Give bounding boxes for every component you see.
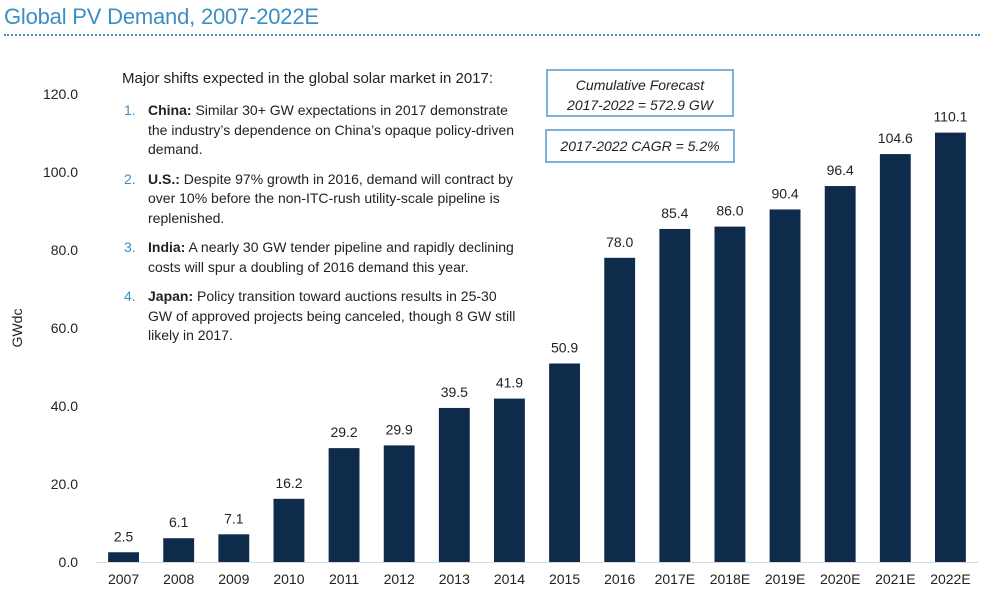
bars xyxy=(108,132,966,563)
cumulative-forecast-callout: Cumulative Forecast 2017-2022 = 572.9 GW xyxy=(546,69,734,117)
note-number: 2. xyxy=(124,170,136,187)
cagr-callout: 2017-2022 CAGR = 5.2% xyxy=(545,129,735,163)
title-divider xyxy=(4,34,980,36)
cumulative-forecast-line1: Cumulative Forecast xyxy=(575,77,705,93)
bar-2012 xyxy=(383,445,415,562)
bar-2010 xyxy=(273,498,305,562)
x-tick-label-2011: 2011 xyxy=(329,571,359,587)
bar-2018E xyxy=(714,226,746,562)
bar-2016 xyxy=(604,257,636,562)
bar-2011 xyxy=(328,448,360,562)
x-tick-label-2022E: 2022E xyxy=(930,571,970,587)
value-label-2014: 41.9 xyxy=(496,375,523,391)
note-item-us: 2. U.S.: Despite 97% growth in 2016, dema… xyxy=(122,170,522,229)
value-label-2021E: 104.6 xyxy=(878,130,913,146)
note-item-china: 1. China: Similar 30+ GW expectations in … xyxy=(122,101,522,160)
bar-2007 xyxy=(108,552,139,562)
value-label-2020E: 96.4 xyxy=(827,162,854,178)
bar-2022E xyxy=(935,132,966,563)
bar-2013 xyxy=(438,407,470,562)
note-number: 1. xyxy=(124,102,136,118)
cumulative-forecast-line2: 2017-2022 = 572.9 GW xyxy=(567,97,713,113)
x-tick-label-2015: 2015 xyxy=(549,571,580,587)
value-label-2011: 29.2 xyxy=(330,424,357,440)
x-tick-label-2017E: 2017E xyxy=(655,571,695,587)
x-tick-label-2016: 2016 xyxy=(604,571,635,587)
x-tick-label-2018E: 2018E xyxy=(710,571,750,587)
x-tick-label-2021E: 2021E xyxy=(875,571,915,587)
bar-2017E xyxy=(659,228,691,562)
value-label-2022E: 110.1 xyxy=(933,109,967,125)
note-item-japan: 4. Japan: Policy transition toward auctio… xyxy=(122,287,522,346)
note-text: Similar 30+ GW expectations in 2017 demo… xyxy=(148,102,515,157)
value-label-2009: 7.1 xyxy=(224,510,244,526)
bar-2008 xyxy=(163,538,195,562)
x-tick-label-2007: 2007 xyxy=(108,571,139,587)
y-axis-title-group: GWdc xyxy=(9,309,25,348)
notes-heading: Major shifts expected in the global sola… xyxy=(122,70,494,87)
note-text: A nearly 30 GW tender pipeline and rapid… xyxy=(148,239,514,275)
y-axis-ticks: 0.0 20.0 40.0 60.0 80.0 100.0 120.0 xyxy=(43,86,78,570)
page-title: Global PV Demand, 2007-2022E xyxy=(4,4,319,29)
y-tick-label: 60.0 xyxy=(51,320,78,336)
x-axis-ticks: 2007 2008 2009 2010 2011 2012 2013 2014 2015 2016… xyxy=(108,571,971,587)
x-tick-label-2014: 2014 xyxy=(494,571,525,587)
bar-2019E xyxy=(769,209,801,562)
bar-2020E xyxy=(824,186,856,563)
value-label-2018E: 86.0 xyxy=(716,203,743,219)
note-text: Despite 97% growth in 2016, demand will … xyxy=(148,170,513,226)
value-label-2010: 16.2 xyxy=(275,475,302,491)
value-labels: 2.5 6.1 7.1 16.2 29.2 29.9 39.5 41.9 50.9 78.0 85.… xyxy=(114,109,968,545)
bar-2021E xyxy=(879,154,911,562)
bar-2009 xyxy=(218,534,250,562)
value-label-2007: 2.5 xyxy=(114,528,134,544)
y-tick-label: 120.0 xyxy=(43,86,78,102)
x-tick-label-2012: 2012 xyxy=(384,571,415,587)
value-label-2017E: 85.4 xyxy=(661,205,688,221)
x-tick-label-2020E: 2020E xyxy=(820,571,860,587)
x-tick-label-2013: 2013 xyxy=(439,571,470,587)
y-tick-label: 100.0 xyxy=(43,164,78,180)
notes-panel: Major shifts expected in the global sola… xyxy=(122,70,522,356)
bar-2014 xyxy=(494,398,525,562)
notes-list: 1. China: Similar 30+ GW expectations in … xyxy=(122,101,522,346)
x-tick-label-2009: 2009 xyxy=(218,571,249,587)
x-tick-label-2010: 2010 xyxy=(273,571,304,587)
x-tick-label-2019E: 2019E xyxy=(765,571,805,587)
value-label-2015: 50.9 xyxy=(551,339,578,355)
value-label-2013: 39.5 xyxy=(441,384,468,400)
value-label-2016: 78.0 xyxy=(606,234,633,250)
note-key: U.S.: xyxy=(148,170,180,187)
note-key: Japan: xyxy=(148,288,194,304)
value-label-2012: 29.9 xyxy=(386,421,413,437)
note-key: China: xyxy=(148,102,192,118)
value-label-2019E: 90.4 xyxy=(771,185,798,201)
y-tick-label: 20.0 xyxy=(51,476,78,492)
note-item-india: 3. India: A nearly 30 GW tender pipeline … xyxy=(122,238,522,277)
bar-2015 xyxy=(549,363,580,562)
note-number: 4. xyxy=(124,288,136,304)
x-tick-label-2008: 2008 xyxy=(163,571,194,587)
note-number: 3. xyxy=(124,239,136,255)
y-tick-label: 80.0 xyxy=(51,242,78,258)
note-key: India: xyxy=(148,239,186,255)
y-tick-label: 40.0 xyxy=(51,398,78,414)
value-label-2008: 6.1 xyxy=(169,514,189,530)
y-axis-title: GWdc xyxy=(9,309,25,348)
note-text: Policy transition toward auctions result… xyxy=(148,288,516,343)
y-tick-label: 0.0 xyxy=(59,554,79,570)
